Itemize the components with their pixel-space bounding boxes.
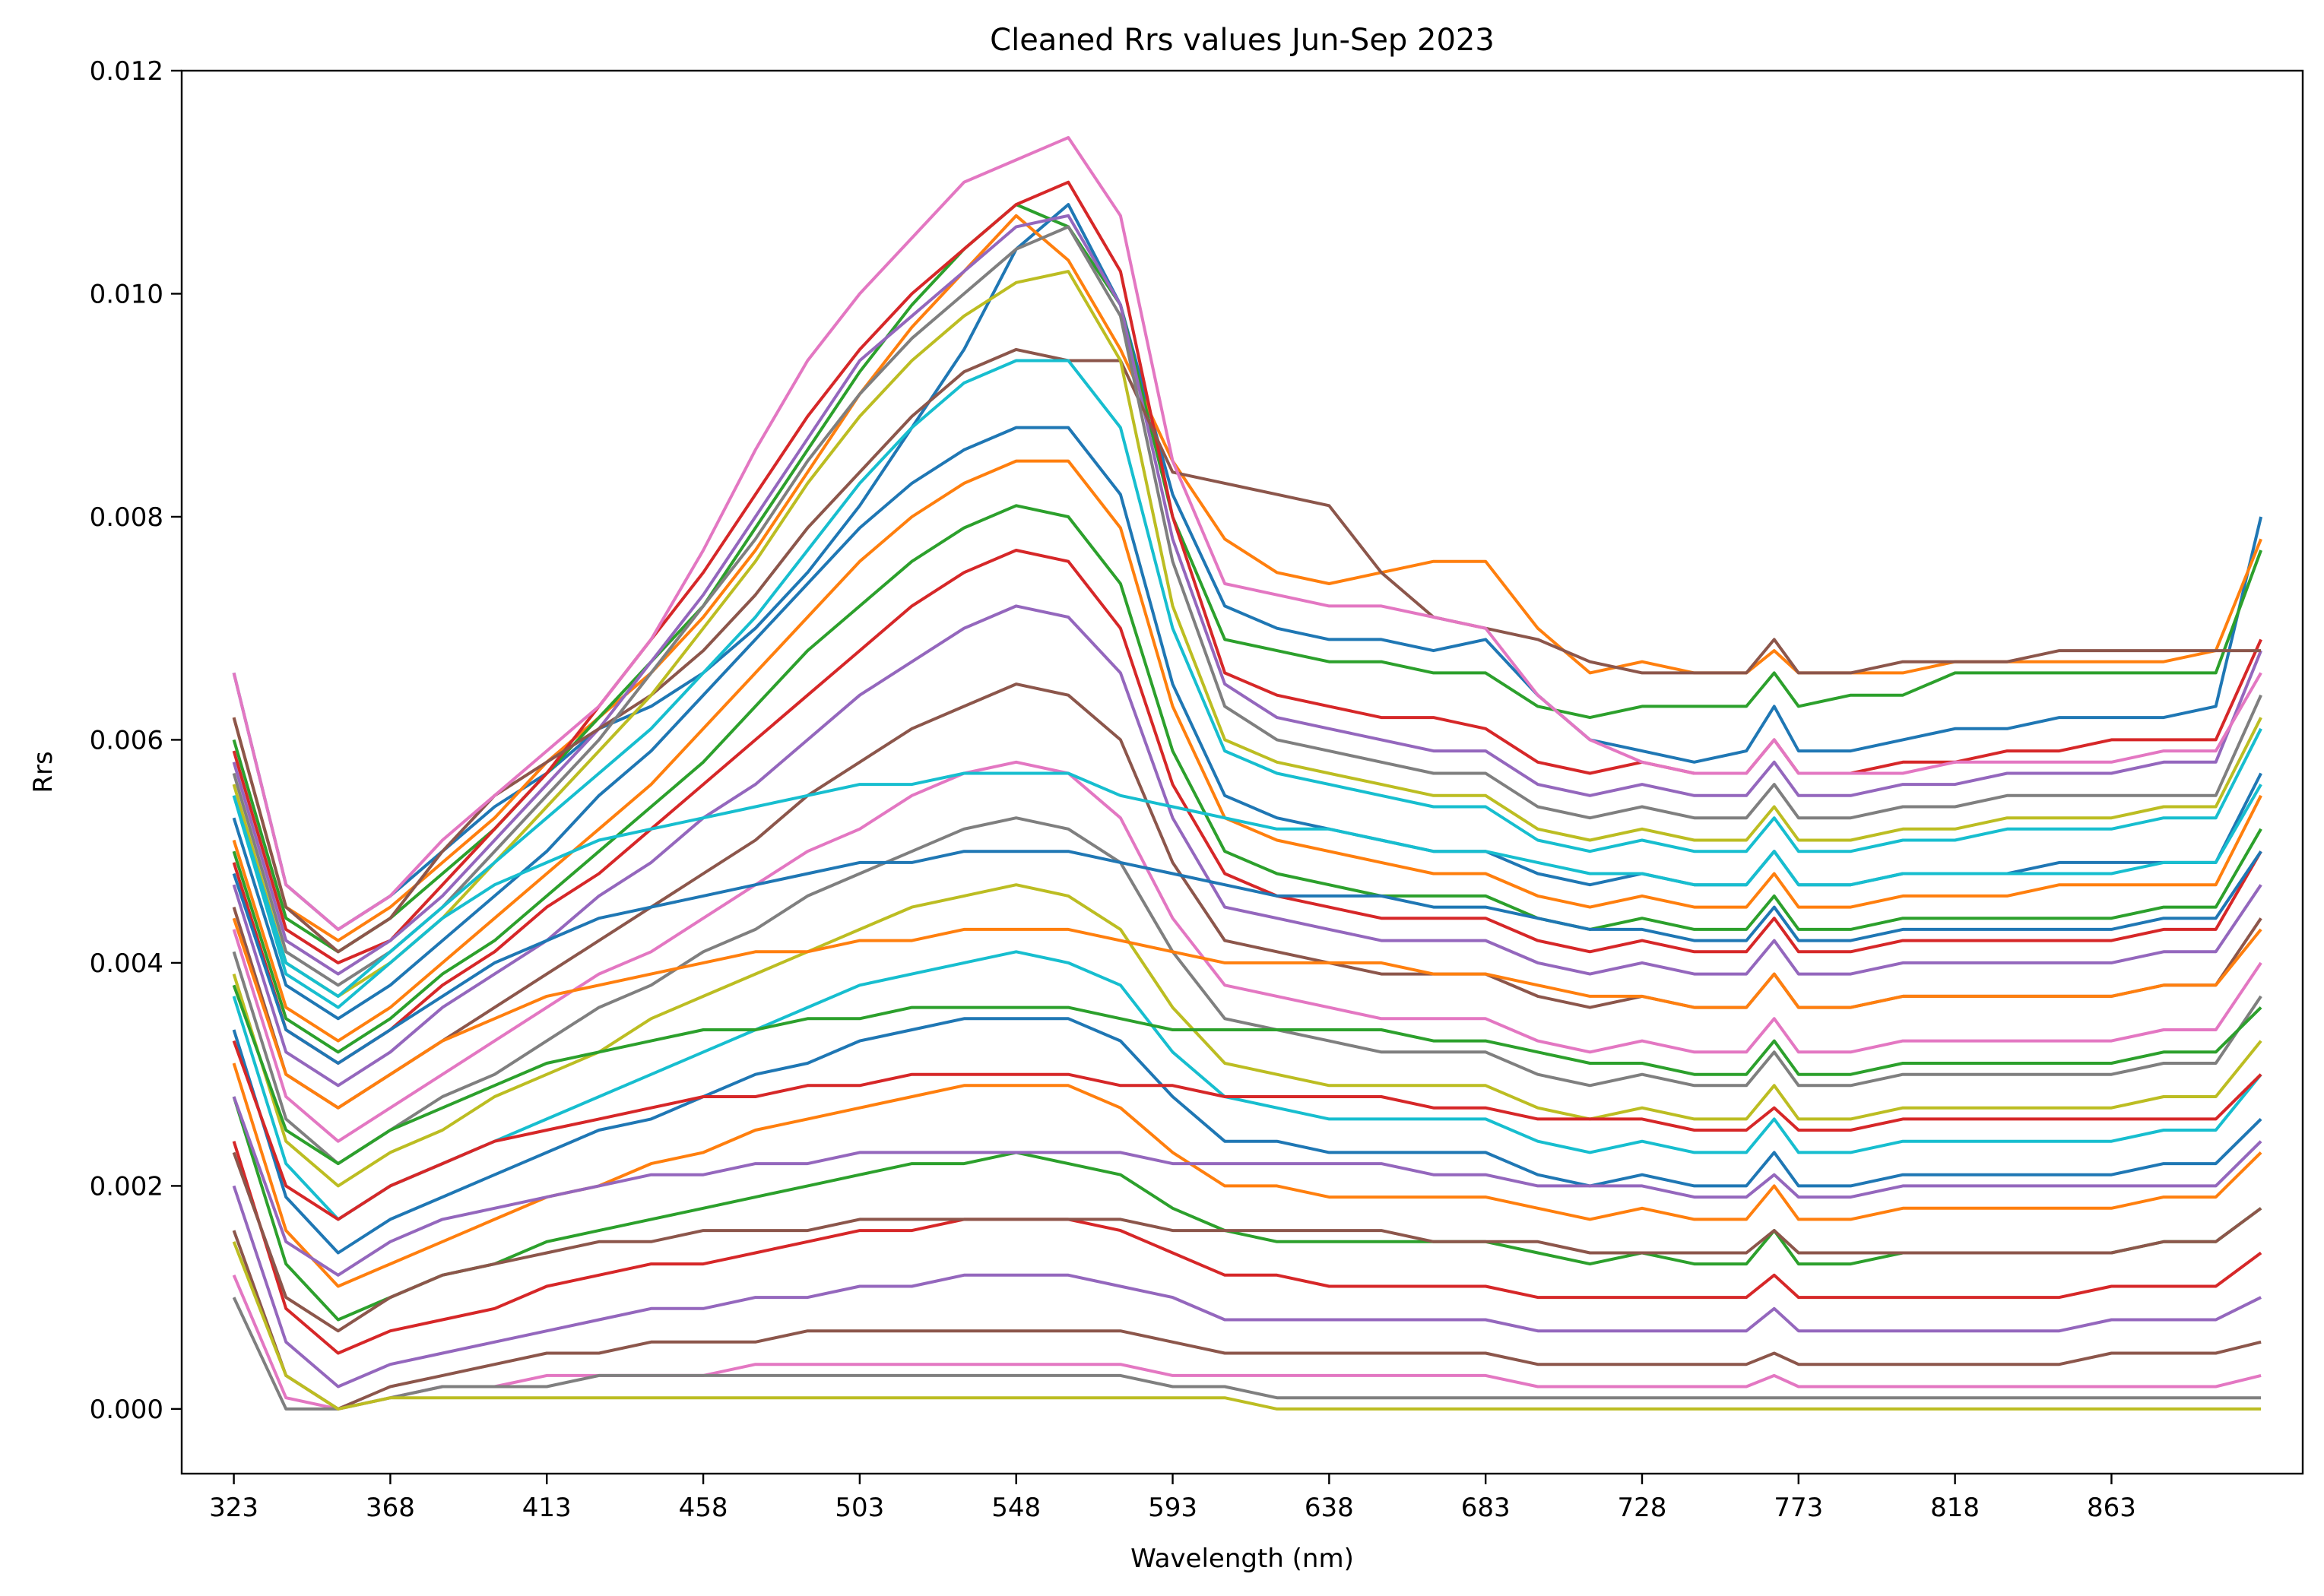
series-line-19 (232, 883, 2262, 1188)
x-tick-label: 593 (1148, 1493, 1197, 1523)
x-axis: 323 368 413 458 503 548 593 638 683 728 773 818 863 (209, 1474, 2136, 1523)
series-line-30 (232, 771, 2262, 1009)
plot-frame (180, 69, 2304, 1475)
y-tick-label: 0.012 (90, 56, 163, 87)
x-tick-label: 368 (366, 1493, 415, 1523)
series-line-34 (232, 1040, 2262, 1221)
series-line-15 (232, 604, 2262, 1088)
series-line-10 (232, 359, 2262, 998)
series-line-1 (232, 203, 2263, 931)
series-line-35 (232, 1096, 2262, 1277)
chart-title: Cleaned Rrs values Jun-Sep 2023 (990, 23, 1495, 58)
series-line-13 (232, 504, 2262, 1054)
x-tick-label: 548 (991, 1493, 1041, 1523)
series-line-27 (232, 1275, 2262, 1411)
series-line-17 (232, 760, 2262, 1143)
series-line-25 (232, 1185, 2262, 1389)
series-line-4 (232, 180, 2262, 964)
y-axis-title: Rrs (28, 751, 59, 793)
x-tick-label: 638 (1305, 1493, 1354, 1523)
x-tick-label: 773 (1774, 1493, 1823, 1523)
y-tick-label: 0.000 (90, 1395, 163, 1425)
x-tick-label: 413 (522, 1493, 572, 1523)
x-axis-title: Wavelength (nm) (1130, 1544, 1354, 1574)
series-line-36 (232, 1151, 2262, 1333)
series-line-29 (232, 1241, 2262, 1411)
x-tick-label: 818 (1930, 1493, 1980, 1523)
y-tick-label: 0.010 (90, 279, 163, 309)
x-tick-label: 683 (1461, 1493, 1511, 1523)
series-line-32 (232, 917, 2262, 1110)
series-line-20 (232, 950, 2262, 1221)
series-line-7 (232, 136, 2262, 931)
series-line-31 (232, 850, 2262, 1065)
y-tick-label: 0.006 (90, 725, 163, 755)
series-line-12 (232, 459, 2262, 1043)
series-line-5 (232, 214, 2262, 976)
y-tick-label: 0.004 (90, 948, 163, 979)
y-tick-label: 0.002 (90, 1171, 163, 1202)
series-line-6 (232, 347, 2262, 954)
series-line-8 (232, 225, 2262, 987)
x-tick-label: 863 (2087, 1493, 2136, 1523)
x-tick-label: 458 (679, 1493, 728, 1523)
series-line-26 (232, 1230, 2262, 1411)
series-line-24 (232, 1141, 2262, 1355)
series-line-28 (232, 1297, 2262, 1411)
series-line-33 (232, 984, 2262, 1166)
series-line-9 (232, 270, 2262, 998)
y-tick-label: 0.008 (90, 502, 163, 533)
y-axis: 0.000 0.002 0.004 0.006 0.008 0.010 0.012 (90, 56, 182, 1425)
series-line-21 (232, 1017, 2262, 1255)
plot-area (232, 136, 2263, 1411)
series-line-2 (232, 214, 2262, 942)
x-tick-label: 323 (209, 1493, 258, 1523)
series-line-3 (232, 203, 2262, 954)
x-tick-label: 503 (835, 1493, 884, 1523)
x-tick-label: 728 (1618, 1493, 1667, 1523)
